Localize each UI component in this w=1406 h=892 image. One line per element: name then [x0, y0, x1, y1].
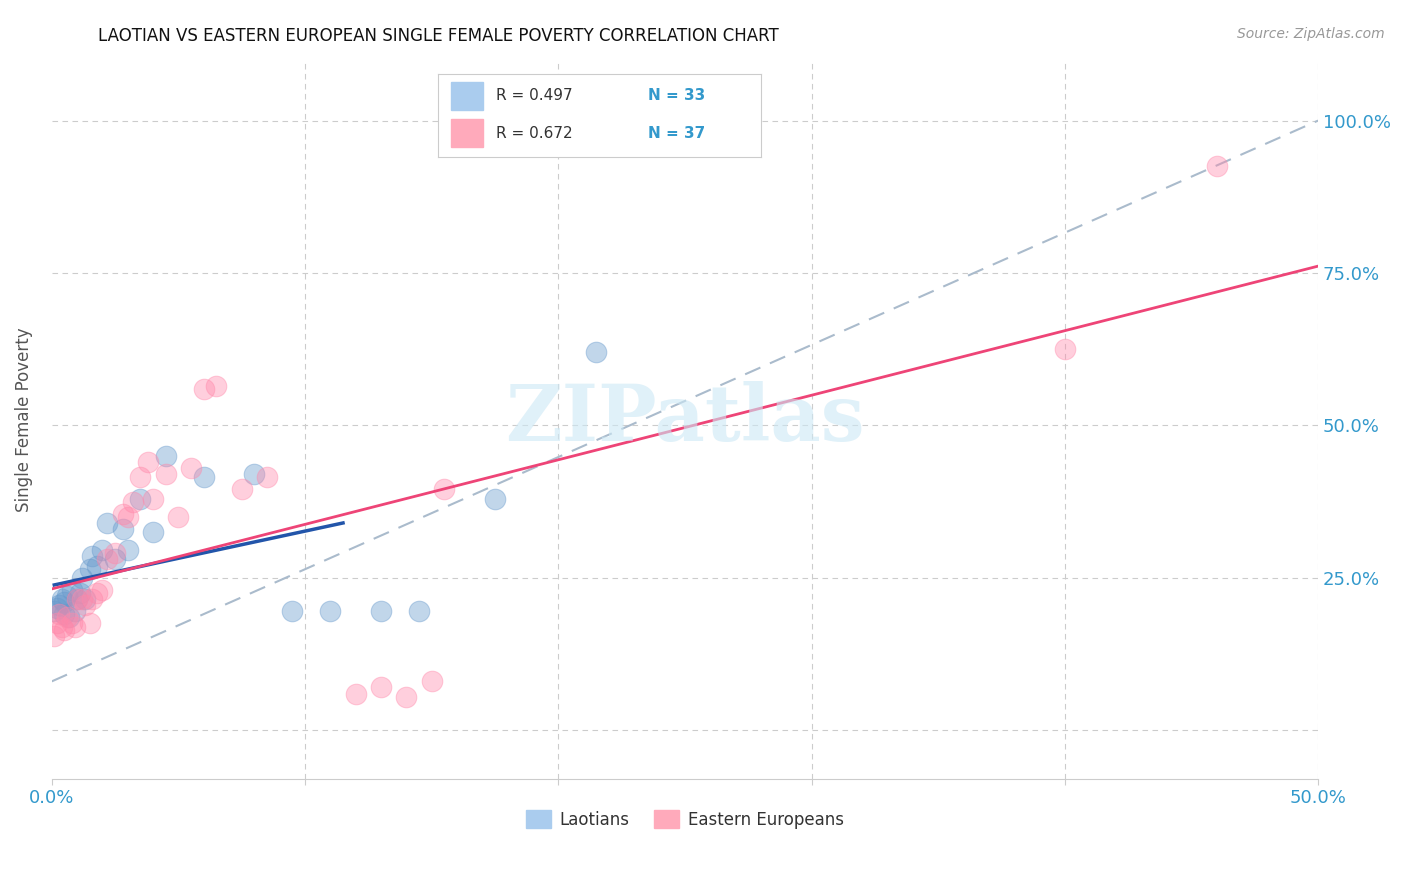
Y-axis label: Single Female Poverty: Single Female Poverty: [15, 327, 32, 512]
Point: [111, 522, 134, 536]
Point: [155, 449, 177, 463]
Point: [60, 616, 83, 631]
Point: [82, 549, 104, 564]
Text: Source: ZipAtlas.com: Source: ZipAtlas.com: [1237, 27, 1385, 41]
Point: [91, 543, 114, 558]
Point: [585, 345, 607, 359]
Point: [66, 592, 89, 607]
Text: ZIPatlas: ZIPatlas: [505, 381, 865, 458]
Point: [48, 598, 70, 612]
Point: [256, 470, 278, 484]
Point: [96, 516, 118, 530]
Point: [121, 494, 143, 508]
Point: [420, 674, 443, 689]
Point: [70, 571, 93, 585]
Point: [58, 610, 80, 624]
Point: [66, 592, 89, 607]
Point: [408, 604, 430, 618]
Point: [180, 461, 202, 475]
Point: [155, 467, 177, 482]
Point: [104, 546, 127, 560]
Point: [117, 509, 139, 524]
Point: [136, 455, 159, 469]
Point: [79, 616, 101, 631]
Point: [82, 592, 104, 607]
Point: [205, 378, 228, 392]
Point: [243, 467, 266, 482]
Point: [63, 619, 86, 633]
Point: [69, 586, 91, 600]
Point: [56, 610, 79, 624]
Point: [231, 483, 253, 497]
Point: [51, 619, 73, 633]
Point: [193, 470, 215, 484]
Point: [44, 629, 66, 643]
Point: [86, 586, 108, 600]
Point: [167, 509, 190, 524]
Point: [45, 601, 67, 615]
Point: [129, 491, 152, 506]
Point: [79, 561, 101, 575]
Point: [44, 604, 66, 618]
Point: [370, 604, 392, 618]
Point: [60, 582, 83, 597]
Legend: Laotians, Eastern Europeans: Laotians, Eastern Europeans: [519, 804, 851, 835]
Point: [1205, 159, 1227, 173]
Point: [56, 589, 79, 603]
Point: [104, 552, 127, 566]
Point: [73, 598, 96, 612]
Point: [117, 543, 139, 558]
Point: [70, 592, 93, 607]
Point: [281, 604, 304, 618]
Point: [111, 507, 134, 521]
Point: [53, 607, 76, 622]
Point: [395, 690, 418, 704]
Point: [433, 483, 456, 497]
Point: [48, 607, 70, 622]
Point: [63, 604, 86, 618]
Point: [53, 623, 76, 637]
Point: [96, 552, 118, 566]
Point: [129, 470, 152, 484]
Point: [73, 592, 96, 607]
Point: [142, 524, 165, 539]
Point: [91, 582, 114, 597]
Text: LAOTIAN VS EASTERN EUROPEAN SINGLE FEMALE POVERTY CORRELATION CHART: LAOTIAN VS EASTERN EUROPEAN SINGLE FEMAL…: [98, 27, 779, 45]
Point: [142, 491, 165, 506]
Point: [370, 681, 392, 695]
Point: [484, 491, 506, 506]
Point: [344, 687, 367, 701]
Point: [193, 382, 215, 396]
Point: [51, 592, 73, 607]
Point: [319, 604, 342, 618]
Point: [45, 616, 67, 631]
Point: [86, 558, 108, 573]
Point: [53, 595, 76, 609]
Point: [1053, 342, 1076, 356]
